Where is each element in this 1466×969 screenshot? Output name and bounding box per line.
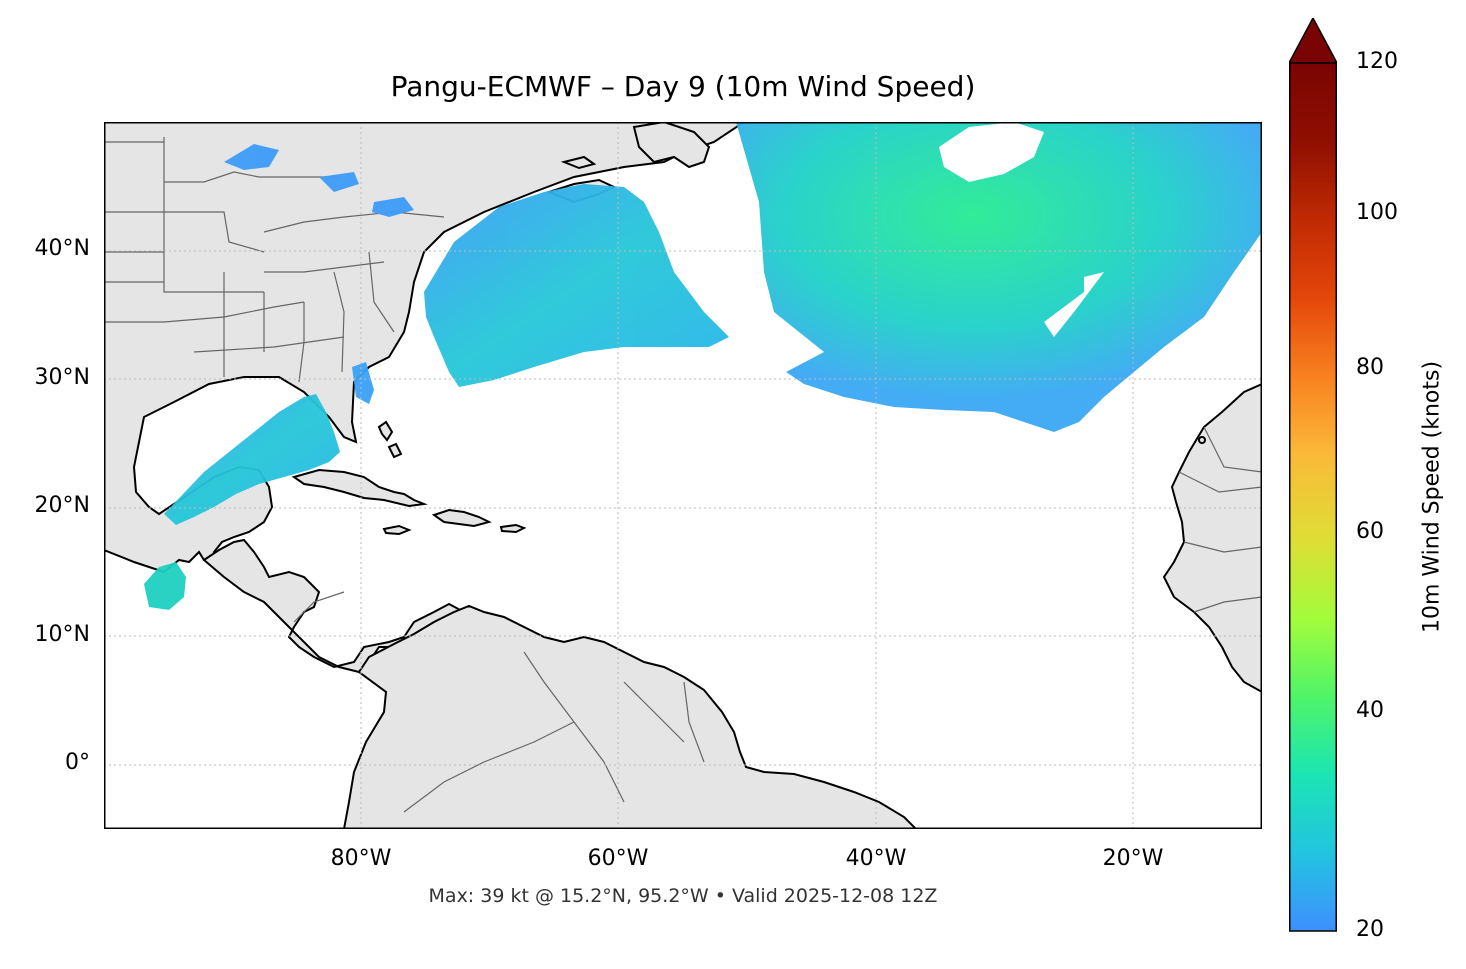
colorbar — [1289, 18, 1337, 932]
wind-pacific-mexico — [144, 562, 186, 610]
colorbar-tick-40: 40 — [1356, 698, 1384, 723]
border-lines — [104, 137, 1262, 813]
land-layer — [104, 122, 1262, 829]
land-pei — [560, 155, 597, 170]
land-south-america — [342, 604, 918, 829]
map-title: Pangu-ECMWF – Day 9 (10m Wind Speed) — [390, 70, 976, 103]
wind-storm-hole — [939, 122, 1044, 182]
gridlines — [104, 122, 1262, 829]
colorbar-label: 10m Wind Speed (knots) — [1419, 360, 1445, 634]
wind-great-lakes-2 — [319, 172, 359, 192]
map-canvas[interactable] — [104, 122, 1262, 829]
lat-tick-10n: 10°N — [34, 622, 90, 647]
colorbar-tick-20: 20 — [1356, 917, 1384, 942]
wind-speed-field — [144, 122, 1262, 610]
land-bahamas — [377, 420, 394, 442]
lon-tick-80w: 80°W — [330, 846, 392, 871]
colorbar-gradient — [1289, 62, 1337, 932]
land-newfoundland — [632, 122, 711, 169]
land-canary-islands — [1198, 436, 1206, 444]
land-puerto-rico — [499, 523, 527, 534]
lat-tick-20n: 20°N — [34, 493, 90, 518]
colorbar-tick-80: 80 — [1356, 355, 1384, 380]
land-cuba — [291, 468, 428, 508]
lat-tick-0: 0° — [65, 750, 90, 775]
wind-gulf-of-mexico — [164, 394, 340, 525]
lat-tick-40n: 40°N — [34, 236, 90, 261]
colorbar-tick-120: 120 — [1356, 49, 1398, 74]
wind-storm-gap — [1044, 272, 1104, 337]
lon-tick-60w: 60°W — [587, 846, 649, 871]
lon-tick-40w: 40°W — [845, 846, 907, 871]
land-jamaica — [382, 524, 412, 536]
land-hispaniola — [431, 508, 492, 528]
wind-north-atlantic-storm — [736, 122, 1262, 432]
wind-great-lakes-3 — [372, 197, 414, 217]
colorbar-tick-60: 60 — [1356, 519, 1384, 544]
land-bahamas-2 — [387, 442, 403, 459]
lon-tick-20w: 20°W — [1102, 846, 1164, 871]
wind-great-lakes — [224, 144, 279, 170]
map-caption: Max: 39 kt @ 15.2°N, 95.2°W • Valid 2025… — [428, 885, 938, 907]
map-panel[interactable] — [104, 122, 1262, 829]
land-africa — [1162, 382, 1262, 694]
colorbar-extend-arrow — [1289, 18, 1337, 64]
map-border — [104, 122, 1262, 829]
wind-florida-east — [352, 362, 374, 404]
wind-gulf-stream — [424, 184, 729, 387]
lat-tick-30n: 30°N — [34, 365, 90, 390]
colorbar-tick-100: 100 — [1356, 200, 1398, 225]
